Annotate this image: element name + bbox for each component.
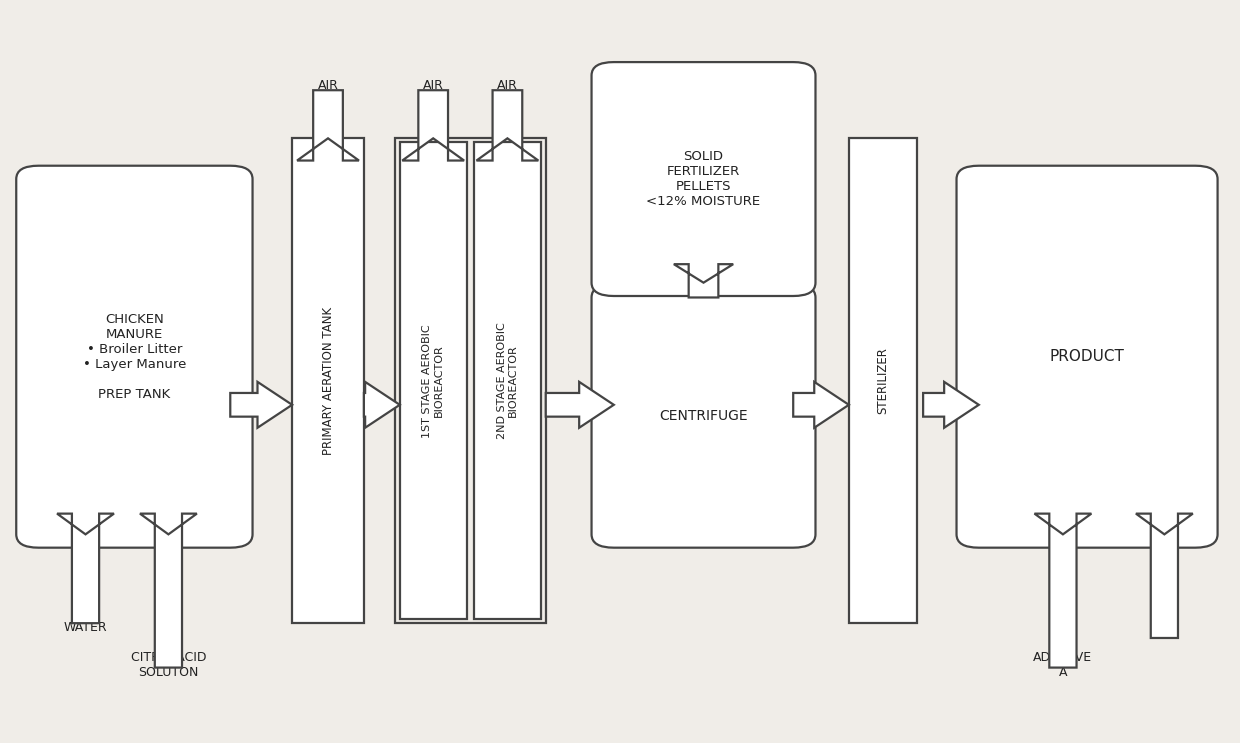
Bar	[399, 142, 466, 620]
Polygon shape	[923, 382, 978, 428]
Text: SOLID
FERTILIZER
PELLETS
<12% MOISTURE: SOLID FERTILIZER PELLETS <12% MOISTURE	[646, 150, 760, 208]
FancyBboxPatch shape	[591, 62, 816, 296]
Text: STERILIZER: STERILIZER	[877, 347, 889, 414]
Polygon shape	[1136, 513, 1193, 638]
Text: AIR: AIR	[423, 79, 444, 92]
Text: CENTRIFUGE: CENTRIFUGE	[660, 409, 748, 423]
Text: 1ST STAGE AEROBIC
BIOREACTOR: 1ST STAGE AEROBIC BIOREACTOR	[423, 324, 444, 438]
Polygon shape	[476, 90, 538, 160]
Text: CHICKEN
MANURE
• Broiler Litter
• Layer Manure

PREP TANK: CHICKEN MANURE • Broiler Litter • Layer …	[83, 313, 186, 400]
FancyBboxPatch shape	[591, 284, 816, 548]
Polygon shape	[298, 90, 358, 160]
Polygon shape	[794, 382, 849, 428]
Text: 2ND STAGE AEROBIC
BIOREACTOR: 2ND STAGE AEROBIC BIOREACTOR	[496, 322, 518, 439]
Polygon shape	[140, 513, 197, 668]
Polygon shape	[402, 90, 464, 160]
Bar	[293, 138, 363, 623]
Text: PRODUCT: PRODUCT	[1049, 349, 1125, 364]
Text: AIR: AIR	[317, 79, 339, 92]
Bar	[474, 142, 541, 620]
Text: PRIMARY AERATION TANK: PRIMARY AERATION TANK	[321, 307, 335, 455]
Text: AIR: AIR	[497, 79, 518, 92]
Bar	[849, 138, 916, 623]
Polygon shape	[673, 265, 733, 297]
FancyBboxPatch shape	[956, 166, 1218, 548]
Text: CITRIC ACID
SOLUTON: CITRIC ACID SOLUTON	[130, 651, 206, 678]
FancyBboxPatch shape	[16, 166, 253, 548]
Polygon shape	[363, 382, 399, 428]
Polygon shape	[231, 382, 293, 428]
Polygon shape	[57, 513, 114, 623]
Polygon shape	[546, 382, 614, 428]
Text: ADDITIVE
A: ADDITIVE A	[1033, 651, 1092, 678]
Polygon shape	[1034, 513, 1091, 668]
Bar	[394, 138, 546, 623]
Text: WATER: WATER	[63, 621, 108, 635]
